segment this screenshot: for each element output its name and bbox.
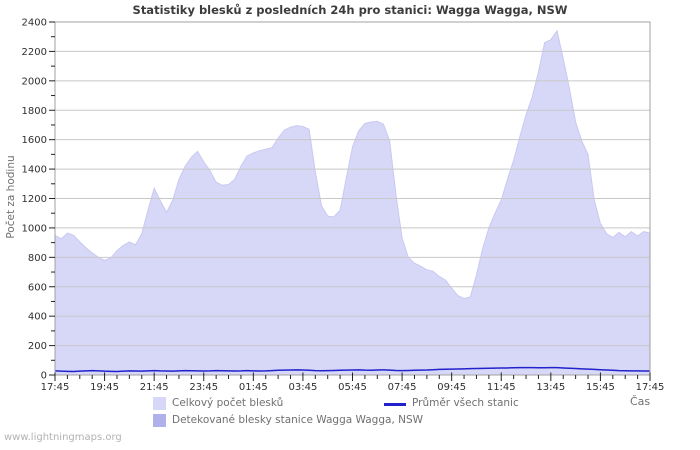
y-tick-label: 200 — [28, 341, 47, 352]
x-tick-label: 01:45 — [239, 382, 268, 393]
x-tick-label: 11:45 — [487, 382, 516, 393]
area-series — [55, 30, 650, 375]
y-tick-label: 400 — [28, 312, 47, 323]
legend-label-total: Celkový počet blesků — [172, 397, 284, 409]
y-tick-label: 1400 — [22, 165, 47, 176]
y-tick-label: 1200 — [22, 194, 47, 205]
x-tick-label: 23:45 — [189, 382, 218, 393]
y-tick-label: 800 — [28, 253, 47, 264]
legend-label-station: Detekované blesky stanice Wagga Wagga, N… — [172, 414, 424, 426]
y-tick-label: 0 — [41, 371, 47, 382]
x-tick-label: 05:45 — [338, 382, 367, 393]
x-tick-label: 15:45 — [586, 382, 615, 393]
y-tick-label: 2200 — [22, 47, 47, 58]
x-tick-label: 03:45 — [289, 382, 318, 393]
chart-title: Statistiky blesků z posledních 24h pro s… — [132, 3, 568, 17]
legend-swatch-total — [153, 397, 166, 410]
area-series-edge — [54, 29, 651, 300]
x-tick-label: 19:45 — [90, 382, 119, 393]
legend-label-average: Průměr všech stanic — [412, 397, 519, 409]
watermark-text: www.lightningmaps.org — [4, 432, 122, 443]
legend-swatch-station — [153, 414, 166, 427]
y-tick-label: 2400 — [22, 18, 47, 29]
x-tick-label: 17:45 — [41, 382, 70, 393]
y-tick-label: 1600 — [22, 135, 47, 146]
y-tick-label: 1000 — [22, 223, 47, 234]
average-line-series — [54, 366, 650, 373]
x-axis-title: Čas — [630, 395, 651, 408]
y-tick-label: 1800 — [22, 106, 47, 117]
y-tick-label: 600 — [28, 282, 47, 293]
x-tick-label: 21:45 — [140, 382, 169, 393]
x-tick-label: 07:45 — [388, 382, 417, 393]
x-tick-label: 17:45 — [636, 382, 665, 393]
x-tick-label: 13:45 — [536, 382, 565, 393]
y-axis-title: Počet za hodinu — [5, 155, 17, 239]
x-tick-label: 09:45 — [437, 382, 466, 393]
legend-swatch-average — [384, 403, 406, 406]
y-tick-label: 2000 — [22, 76, 47, 87]
